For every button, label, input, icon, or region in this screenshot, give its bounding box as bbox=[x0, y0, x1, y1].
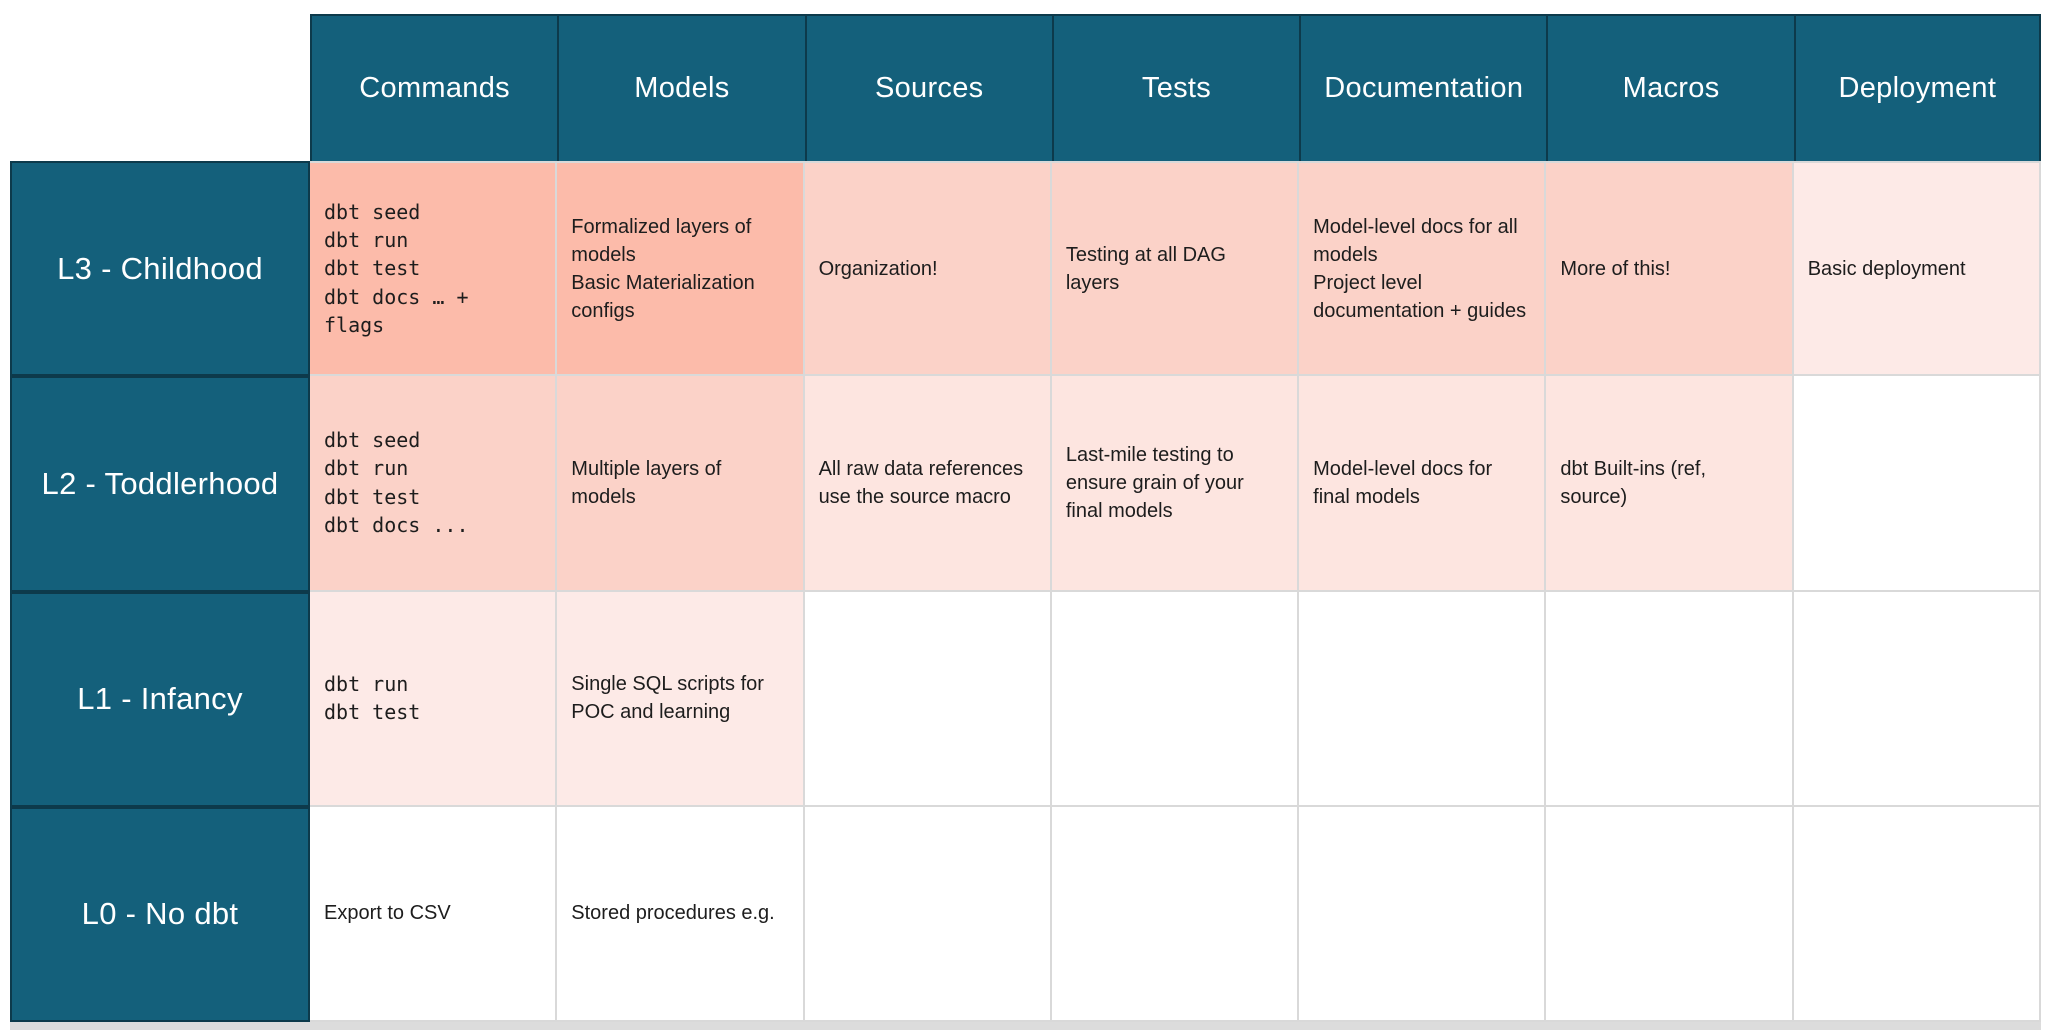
cell-l3-commands: dbt seed dbt run dbt test dbt docs … + f… bbox=[310, 161, 558, 377]
row-label-l1: L1 - Infancy bbox=[10, 591, 310, 807]
cell-l2-tests: Last-mile testing to ensure grain of you… bbox=[1051, 376, 1300, 592]
maturity-table: Commands Models Sources Tests Documentation M… bbox=[10, 14, 2041, 1030]
cell-l1-tests bbox=[1051, 591, 1300, 807]
cell-l3-sources: Organization! bbox=[804, 161, 1052, 377]
cell-l2-commands: dbt seed dbt run dbt test dbt docs ... bbox=[310, 376, 558, 592]
cell-l3-macros: More of this! bbox=[1546, 161, 1794, 377]
header-cell-sources: Sources bbox=[804, 14, 1052, 161]
header-cell-macros: Macros bbox=[1546, 14, 1794, 161]
cell-l3-deployment: Basic deployment bbox=[1793, 161, 2041, 377]
cell-l3-documentation: Model-level docs for all models Project … bbox=[1299, 161, 1547, 377]
header-cell-documentation: Documentation bbox=[1299, 14, 1547, 161]
cell-l0-macros bbox=[1546, 806, 1794, 1022]
cell-l2-deployment bbox=[1793, 376, 2041, 592]
header-cell-tests: Tests bbox=[1051, 14, 1300, 161]
corner-cell bbox=[10, 14, 310, 161]
cell-l2-macros: dbt Built-ins (ref, source) bbox=[1546, 376, 1794, 592]
header-cell-models: Models bbox=[557, 14, 805, 161]
cell-l0-sources bbox=[804, 806, 1052, 1022]
cell-l1-commands: dbt run dbt test bbox=[310, 591, 558, 807]
cell-l3-models: Formalized layers of models Basic Materi… bbox=[557, 161, 805, 377]
cell-l1-sources bbox=[804, 591, 1052, 807]
cell-l3-tests: Testing at all DAG layers bbox=[1051, 161, 1300, 377]
cell-l0-commands: Export to CSV bbox=[310, 806, 558, 1022]
cell-l0-documentation bbox=[1299, 806, 1547, 1022]
cell-l2-sources: All raw data references use the source m… bbox=[804, 376, 1052, 592]
cell-l0-deployment bbox=[1793, 806, 2041, 1022]
cell-l0-tests bbox=[1051, 806, 1300, 1022]
header-cell-deployment: Deployment bbox=[1793, 14, 2041, 161]
row-label-l2: L2 - Toddlerhood bbox=[10, 376, 310, 592]
cell-l1-macros bbox=[1546, 591, 1794, 807]
cell-l0-models: Stored procedures e.g. bbox=[557, 806, 805, 1022]
header-cell-commands: Commands bbox=[310, 14, 558, 161]
cell-l1-deployment bbox=[1793, 591, 2041, 807]
cell-l1-documentation bbox=[1299, 591, 1547, 807]
cell-l1-models: Single SQL scripts for POC and learning bbox=[557, 591, 805, 807]
cell-l2-documentation: Model-level docs for final models bbox=[1299, 376, 1547, 592]
row-label-l3: L3 - Childhood bbox=[10, 161, 310, 377]
row-label-l0: L0 - No dbt bbox=[10, 806, 310, 1022]
cell-l2-models: Multiple layers of models bbox=[557, 376, 805, 592]
